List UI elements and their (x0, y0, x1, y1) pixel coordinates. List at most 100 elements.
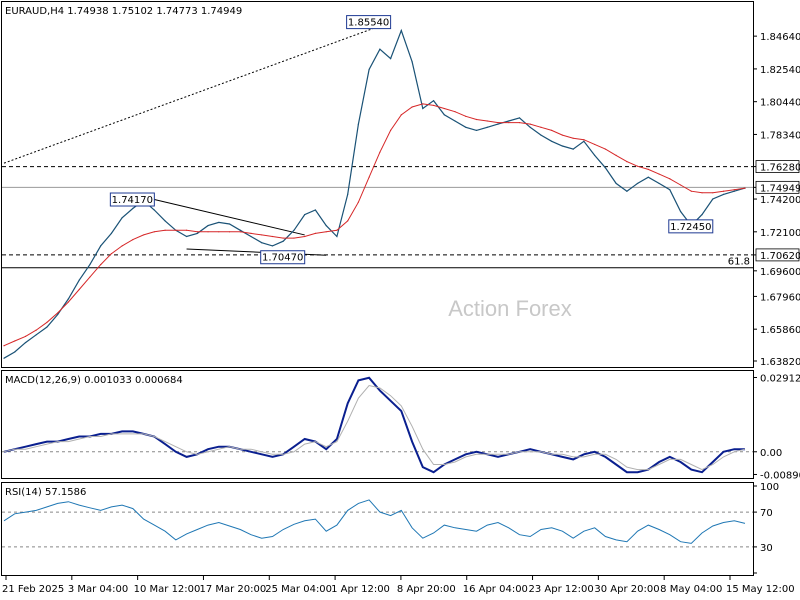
annotation-box (346, 15, 392, 30)
ma-point (658, 173, 660, 175)
ma-point (347, 220, 349, 222)
price-y-tick-label: 1.74200 (760, 195, 800, 206)
ma-point (3, 345, 5, 347)
ma-point (304, 235, 306, 238)
price-series (3, 28, 746, 359)
ma-point (508, 121, 510, 124)
price-point (647, 176, 649, 178)
price-point (551, 140, 553, 142)
price-point (561, 145, 564, 147)
moving-average-line (3, 103, 746, 347)
ma-point (744, 187, 746, 189)
ma-point (669, 178, 671, 180)
ma-point (207, 231, 209, 233)
ma-point (271, 235, 274, 238)
price-point (325, 224, 327, 227)
ma-point (239, 231, 241, 233)
annotation-box (668, 219, 714, 234)
level-label: 61.8 (728, 257, 750, 268)
price-point (132, 207, 134, 210)
ma-point (637, 165, 639, 167)
rsi-y-tick-label: 30 (760, 543, 773, 554)
price-point (368, 68, 370, 71)
ma-point (626, 160, 628, 163)
macd-header: MACD(12,26,9) 0.001033 0.000684 (5, 375, 183, 386)
ma-point (57, 312, 59, 314)
x-tick-label: 17 Mar 20:00 (199, 584, 266, 595)
price-y-tick-label: 1.70620 (760, 251, 800, 262)
price-point (110, 232, 112, 234)
price-point (615, 182, 617, 185)
price-level-tag (755, 160, 800, 173)
price-y-tick-label: 1.78340 (760, 130, 800, 141)
ma-point (218, 231, 220, 233)
ma-point (89, 276, 91, 278)
ma-point (132, 239, 134, 241)
annotation-label: 1.70470 (262, 253, 303, 264)
price-header: EURAUD,H4 1.74938 1.75102 1.74773 1.7494… (5, 6, 242, 17)
price-point (465, 126, 467, 128)
ma-point (583, 139, 585, 141)
price-y-tick-label: 1.65860 (760, 325, 800, 336)
macd-y-tick-label: 0.00 (760, 448, 782, 459)
price-point (508, 120, 510, 122)
rsi-y-tick-label: 100 (760, 482, 779, 493)
ma-point (175, 229, 177, 231)
ma-point (121, 245, 123, 247)
price-point (486, 126, 488, 128)
ma-point (250, 232, 252, 234)
ma-point (497, 121, 499, 124)
price-point (100, 245, 102, 247)
price-point (443, 114, 445, 116)
ma-point (110, 253, 112, 255)
annotation-label: 1.85540 (348, 18, 389, 29)
price-point (540, 134, 542, 136)
price-point (347, 193, 349, 195)
ma-point (454, 111, 456, 113)
price-panel-frame (1, 1, 754, 368)
ma-point (379, 151, 381, 153)
ma-point (679, 184, 682, 186)
rsi-y-ticks: 100 70 30 (753, 482, 779, 574)
ma-point (443, 107, 445, 110)
price-point (658, 182, 660, 185)
price-point (454, 120, 456, 122)
rsi-header: RSI(14) 57.1586 (5, 487, 86, 498)
ma-point (551, 129, 553, 131)
price-levels: 61.8 (2, 166, 753, 269)
price-point (164, 220, 166, 222)
price-point (701, 214, 703, 216)
price-y-tick-label: 1.72100 (760, 228, 800, 239)
price-point (379, 48, 381, 50)
price-point (89, 263, 91, 266)
ma-point (465, 115, 467, 117)
ma-point (196, 231, 198, 233)
macd-panel-frame (1, 370, 754, 479)
price-y-tick-label: 1.63820 (760, 357, 800, 368)
price-point (400, 29, 402, 32)
price-point (250, 235, 252, 238)
price-point (722, 193, 725, 195)
ma-point (14, 340, 16, 342)
macd-y-tick-label: 0.029123 (760, 374, 800, 385)
ma-point (701, 192, 703, 194)
price-y-tick-label: 1.76280 (760, 163, 800, 174)
ma-point (325, 231, 327, 233)
price-point (185, 235, 188, 238)
price-point (733, 190, 735, 192)
price-level-tag (755, 180, 800, 194)
price-point (422, 107, 424, 110)
trendline-2 (186, 248, 327, 256)
price-point (304, 214, 306, 216)
x-tick-label: 3 Mar 04:00 (68, 584, 128, 595)
price-y-tick-label: 1.69600 (760, 267, 800, 278)
price-y-tick-label: 1.67960 (760, 292, 800, 303)
price-point (572, 148, 574, 150)
ma-point (293, 237, 295, 239)
x-tick-label: 8 May 04:00 (660, 584, 722, 595)
ma-point (78, 288, 80, 291)
price-point (390, 58, 392, 60)
ma-point (572, 137, 574, 139)
ma-point (390, 129, 392, 131)
